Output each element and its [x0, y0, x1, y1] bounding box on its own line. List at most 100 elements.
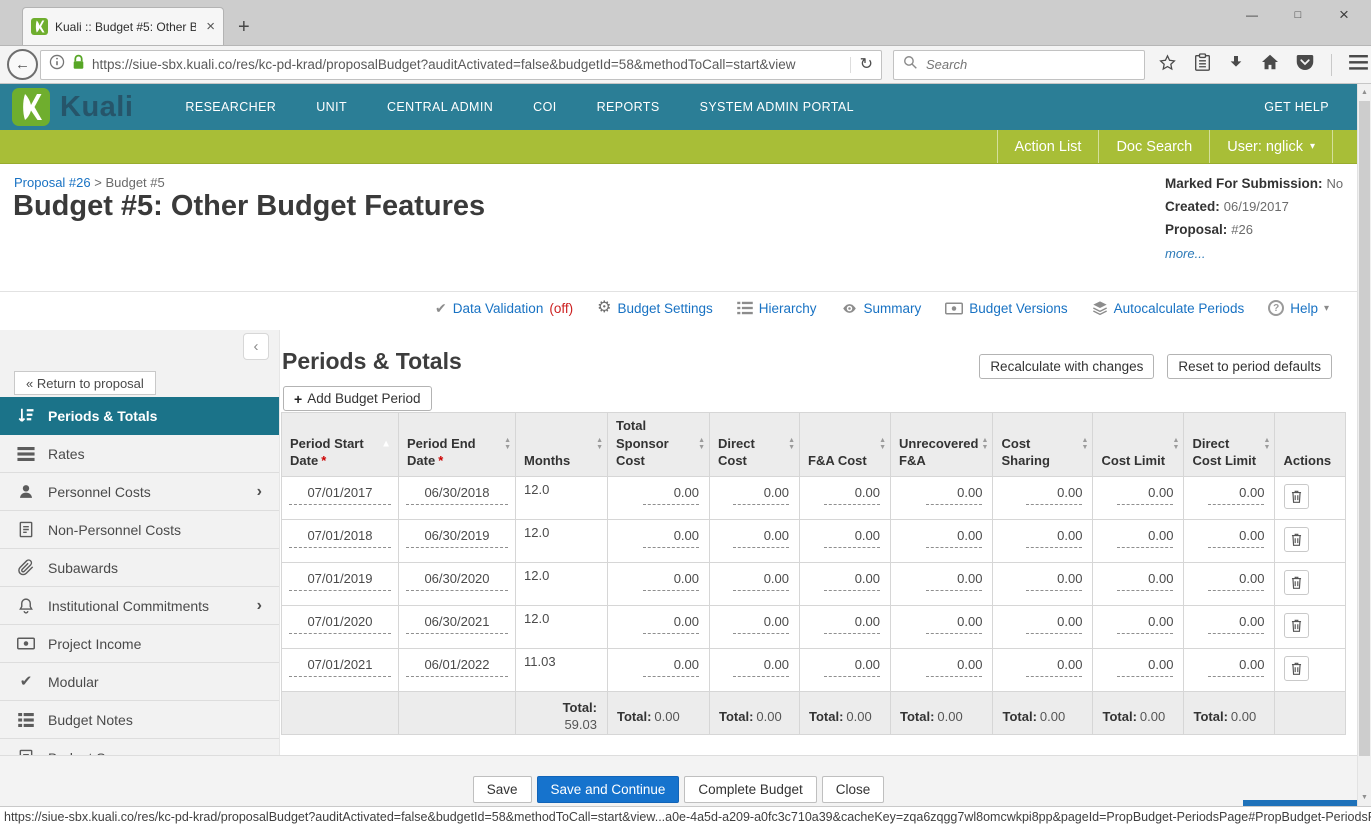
- save-and-continue-button[interactable]: Save and Continue: [536, 776, 680, 803]
- cost-sharing-cell[interactable]: 0.00: [992, 647, 1094, 692]
- delete-period-button[interactable]: [1284, 612, 1310, 638]
- cost-sharing-cell[interactable]: 0.00: [992, 604, 1094, 649]
- total-sponsor-cost-cell[interactable]: 0.00: [607, 647, 710, 692]
- bookmarks-list-icon[interactable]: [1194, 52, 1211, 77]
- period-start-cell[interactable]: 07/01/2017: [281, 475, 399, 520]
- fa-cost-cell[interactable]: 0.00: [799, 561, 891, 606]
- period-start-cell[interactable]: 07/01/2021: [281, 647, 399, 692]
- minimize-button[interactable]: —: [1229, 0, 1275, 30]
- period-start-cell[interactable]: 07/01/2020: [281, 604, 399, 649]
- period-end-cell[interactable]: 06/30/2019: [398, 518, 516, 563]
- scroll-down-icon[interactable]: ▼: [1361, 794, 1368, 801]
- sidebar-item-rates[interactable]: Rates: [0, 435, 279, 473]
- direct-cost-cell[interactable]: 0.00: [709, 475, 800, 520]
- get-help-link[interactable]: GET HELP: [1264, 100, 1329, 114]
- col-fa-cost[interactable]: F&A Cost ▲ ▼: [799, 412, 891, 477]
- cost-sharing-cell[interactable]: 0.00: [992, 475, 1094, 520]
- url-text[interactable]: https://siue-sbx.kuali.co/res/kc-pd-krad…: [92, 57, 796, 72]
- direct-cost-cell[interactable]: 0.00: [709, 647, 800, 692]
- search-box[interactable]: [893, 49, 1145, 80]
- nav-item-coi[interactable]: COI: [533, 100, 557, 114]
- col-period-end-date[interactable]: Period End Date * ▲ ▼: [398, 412, 516, 477]
- unrecovered-fa-cell[interactable]: 0.00: [889, 604, 994, 649]
- months-cell[interactable]: 12.0: [515, 518, 608, 563]
- scroll-up-icon[interactable]: ▲: [1361, 89, 1368, 96]
- col-unrecovered-fa[interactable]: Unrecovered F&A ▲ ▼: [889, 412, 994, 477]
- download-icon[interactable]: [1228, 54, 1244, 75]
- more-link[interactable]: more...: [1165, 246, 1206, 261]
- sidebar-item-budget-summary[interactable]: Budget Summary: [0, 739, 279, 755]
- recalculate-button[interactable]: Recalculate with changes: [979, 354, 1155, 379]
- cost-limit-cell[interactable]: 0.00: [1092, 561, 1185, 606]
- fa-cost-cell[interactable]: 0.00: [799, 604, 891, 649]
- direct-cost-limit-cell[interactable]: 0.00: [1183, 561, 1276, 606]
- period-start-cell[interactable]: 07/01/2019: [281, 561, 399, 606]
- direct-cost-limit-cell[interactable]: 0.00: [1183, 604, 1276, 649]
- reset-defaults-button[interactable]: Reset to period defaults: [1167, 354, 1332, 379]
- scrollbar-thumb[interactable]: [1359, 101, 1370, 756]
- vertical-scrollbar[interactable]: ▲ ▼: [1357, 84, 1371, 806]
- breadcrumb-proposal-link[interactable]: Proposal #26: [14, 175, 91, 190]
- delete-period-button[interactable]: [1284, 483, 1310, 509]
- sidebar-item-subawards[interactable]: Subawards: [0, 549, 279, 587]
- cost-sharing-cell[interactable]: 0.00: [992, 561, 1094, 606]
- nav-item-researcher[interactable]: RESEARCHER: [185, 100, 277, 114]
- lock-icon[interactable]: [72, 54, 85, 75]
- months-cell[interactable]: 12.0: [515, 561, 608, 606]
- col-direct-cost-limit[interactable]: Direct Cost Limit ▲ ▼: [1183, 412, 1276, 477]
- total-sponsor-cost-cell[interactable]: 0.00: [607, 604, 710, 649]
- fa-cost-cell[interactable]: 0.00: [799, 647, 891, 692]
- sidebar-item-budget-notes[interactable]: Budget Notes: [0, 701, 279, 739]
- sidebar-item-non-personnel-costs[interactable]: Non-Personnel Costs: [0, 511, 279, 549]
- close-window-button[interactable]: ×: [1321, 0, 1367, 30]
- close-button[interactable]: Close: [821, 776, 885, 803]
- save-button[interactable]: Save: [472, 776, 532, 803]
- unrecovered-fa-cell[interactable]: 0.00: [889, 518, 994, 563]
- help-menu[interactable]: ? Help ▾: [1268, 300, 1329, 316]
- action-list-link[interactable]: Action List: [996, 130, 1099, 163]
- tab-close-icon[interactable]: ×: [206, 18, 215, 35]
- col-direct-cost[interactable]: Direct Cost ▲ ▼: [709, 412, 800, 477]
- cost-limit-cell[interactable]: 0.00: [1092, 647, 1185, 692]
- fa-cost-cell[interactable]: 0.00: [799, 518, 891, 563]
- data-validation-link[interactable]: ✔ Data Validation (off): [435, 300, 574, 316]
- autocalculate-periods-link[interactable]: Autocalculate Periods: [1092, 300, 1244, 316]
- unrecovered-fa-cell[interactable]: 0.00: [889, 561, 994, 606]
- cost-limit-cell[interactable]: 0.00: [1092, 604, 1185, 649]
- delete-period-button[interactable]: [1284, 569, 1310, 595]
- maximize-button[interactable]: □: [1275, 0, 1321, 30]
- period-end-cell[interactable]: 06/30/2020: [398, 561, 516, 606]
- nav-item-central-admin[interactable]: CENTRAL ADMIN: [387, 100, 494, 114]
- months-cell[interactable]: 11.03: [515, 647, 608, 692]
- reload-icon[interactable]: ↻: [849, 56, 873, 73]
- col-period-start-date[interactable]: Period Start Date * ▲: [281, 412, 399, 477]
- col-cost-sharing[interactable]: Cost Sharing ▲ ▼: [992, 412, 1094, 477]
- hierarchy-link[interactable]: Hierarchy: [736, 301, 817, 316]
- direct-cost-cell[interactable]: 0.00: [709, 518, 800, 563]
- sidebar-collapse-button[interactable]: ‹: [243, 333, 269, 360]
- budget-versions-link[interactable]: Budget Versions: [945, 301, 1068, 316]
- nav-item-system-admin-portal[interactable]: SYSTEM ADMIN PORTAL: [699, 100, 854, 114]
- col-months[interactable]: Months ▲ ▼: [515, 412, 608, 477]
- cost-limit-cell[interactable]: 0.00: [1092, 475, 1185, 520]
- period-end-cell[interactable]: 06/30/2021: [398, 604, 516, 649]
- delete-period-button[interactable]: [1284, 655, 1310, 681]
- cost-limit-cell[interactable]: 0.00: [1092, 518, 1185, 563]
- sidebar-item-institutional-commitments[interactable]: Institutional Commitments ›: [0, 587, 279, 625]
- kuali-logo[interactable]: Kuali: [0, 88, 133, 126]
- add-budget-period-button[interactable]: + Add Budget Period: [283, 386, 432, 411]
- total-sponsor-cost-cell[interactable]: 0.00: [607, 561, 710, 606]
- months-cell[interactable]: 12.0: [515, 475, 608, 520]
- return-to-proposal-button[interactable]: « Return to proposal: [14, 371, 156, 395]
- col-cost-limit[interactable]: Cost Limit ▲ ▼: [1092, 412, 1185, 477]
- cost-sharing-cell[interactable]: 0.00: [992, 518, 1094, 563]
- sidebar-item-modular[interactable]: ✔ Modular: [0, 663, 279, 701]
- sidebar-item-periods-totals[interactable]: Periods & Totals: [0, 397, 279, 435]
- period-start-cell[interactable]: 07/01/2018: [281, 518, 399, 563]
- nav-item-reports[interactable]: REPORTS: [596, 100, 660, 114]
- direct-cost-limit-cell[interactable]: 0.00: [1183, 518, 1276, 563]
- summary-link[interactable]: Summary: [841, 301, 921, 316]
- browser-tab[interactable]: Kuali :: Budget #5: Other Bud ×: [22, 7, 224, 45]
- user-menu[interactable]: User: nglick ▾: [1209, 130, 1333, 163]
- bookmark-star-icon[interactable]: [1158, 53, 1177, 77]
